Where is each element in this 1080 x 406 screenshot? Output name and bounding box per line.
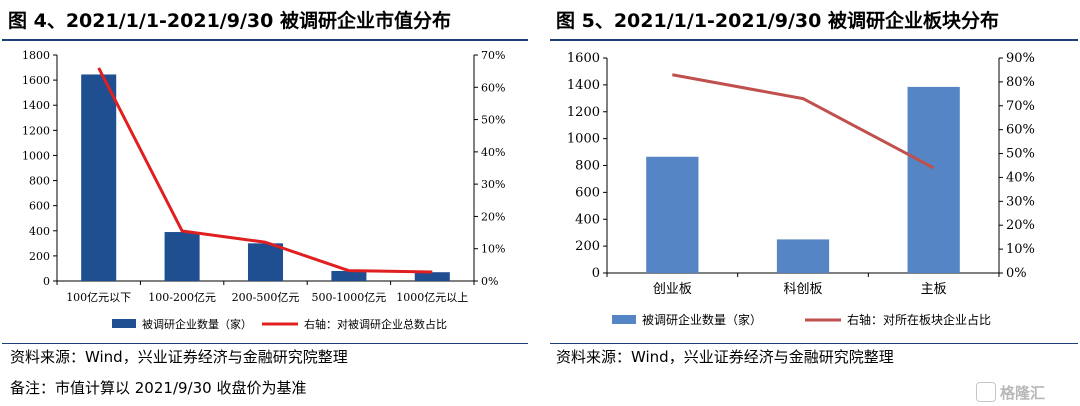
left-category-label: 100-200亿元 (148, 291, 216, 304)
right-right-tick-label: 90% (1006, 51, 1035, 66)
right-right-tick-label: 80% (1006, 75, 1035, 90)
left-left-tick-label: 0 (43, 275, 50, 288)
left-line-series (97, 67, 433, 274)
left-left-tick-label: 1600 (22, 74, 50, 87)
left-right-tick-label: 40% (481, 146, 505, 159)
left-legend-line-label: 右轴：对被调研企业总数占比 (304, 317, 447, 331)
right-figure-title: 图 5、2021/1/1-2021/9/30 被调研企业板块分布 (556, 10, 999, 32)
right-bottom-rule (550, 343, 1078, 344)
left-right-tick-label: 70% (481, 49, 505, 62)
right-left-tick-label: 0 (592, 266, 600, 281)
right-bar (776, 239, 830, 273)
right-title-rule (550, 39, 1078, 41)
left-note-text: 备注：市值计算以 2021/9/30 收盘价为基准 (10, 379, 307, 397)
left-left-tick-label: 1000 (22, 149, 50, 162)
right-right-tick-label: 40% (1006, 170, 1035, 185)
left-left-tick-label: 1400 (22, 99, 50, 112)
left-bottom-rule (2, 343, 528, 344)
left-category-label: 100亿元以下 (66, 291, 131, 304)
right-left-tick-label: 1600 (567, 51, 600, 66)
right-right-tick-label: 10% (1006, 242, 1035, 257)
right-left-tick-label: 1000 (567, 132, 600, 147)
left-right-tick-label: 0% (481, 275, 498, 288)
right-right-tick-label: 60% (1006, 123, 1035, 138)
left-bar (414, 272, 450, 281)
left-right-tick-label: 20% (481, 210, 505, 223)
left-legend-bar-label: 被调研企业数量（家） (142, 317, 252, 331)
right-legend-bar-label: 被调研企业数量（家） (642, 312, 762, 327)
right-source-text: 资料来源：Wind，兴业证券经济与金融研究院整理 (556, 348, 894, 366)
right-left-tick-label: 800 (575, 159, 600, 174)
left-right-tick-label: 10% (481, 243, 505, 256)
right-category-label: 科创板 (783, 282, 822, 297)
right-left-tick-label: 400 (575, 212, 600, 227)
left-legend-bar-swatch (112, 319, 136, 328)
left-left-tick-label: 200 (29, 250, 50, 263)
right-legend-line-label: 右轴：对所在板块企业占比 (847, 312, 991, 327)
left-bar (164, 232, 200, 281)
right-right-tick-label: 30% (1006, 194, 1035, 209)
right-right-tick-label: 70% (1006, 99, 1035, 114)
left-right-tick-label: 30% (481, 178, 505, 191)
left-right-tick-label: 50% (481, 114, 505, 127)
left-category-label: 1000亿元以上 (396, 291, 468, 304)
logo-box-icon (976, 382, 996, 402)
left-bar (247, 243, 284, 281)
left-category-label: 500-1000亿元 (312, 291, 387, 304)
left-figure-panel: 图 4、2021/1/1-2021/9/30 被调研企业市值分布 0 200 400… (0, 0, 530, 372)
left-left-tick-label: 1200 (22, 124, 50, 137)
left-source-text: 资料来源：Wind，兴业证券经济与金融研究院整理 (10, 348, 348, 366)
left-title-rule (2, 39, 528, 41)
left-figure-title: 图 4、2021/1/1-2021/9/30 被调研企业市值分布 (8, 10, 451, 32)
right-line-series (672, 73, 935, 170)
right-right-tick-label: 20% (1006, 218, 1035, 233)
right-bar (907, 86, 960, 273)
watermark-text: 格隆汇 (1000, 384, 1046, 402)
right-left-tick-label: 1400 (567, 78, 600, 93)
left-right-tick-label: 60% (481, 81, 505, 94)
right-left-tick-label: 200 (575, 239, 600, 254)
left-left-tick-label: 600 (29, 200, 50, 213)
right-figure-panel: 图 5、2021/1/1-2021/9/30 被调研企业板块分布 0 200 400… (548, 0, 1080, 372)
left-bar (331, 270, 367, 281)
left-chart: 0 200 400 600 800 1000 1200 1400 1600 1800 0% 10% 20… (22, 49, 505, 331)
right-bar (646, 156, 699, 273)
right-left-tick-label: 1200 (567, 105, 600, 120)
right-right-tick-label: 0% (1006, 266, 1027, 281)
left-bar (81, 74, 117, 281)
right-legend-bar-swatch (612, 315, 636, 324)
right-category-label: 主板 (921, 282, 947, 297)
right-category-label: 创业板 (653, 282, 692, 297)
right-left-tick-label: 600 (575, 185, 600, 200)
left-left-tick-label: 400 (29, 225, 50, 238)
right-right-tick-label: 50% (1006, 147, 1035, 162)
left-left-tick-label: 1800 (22, 49, 50, 62)
left-category-label: 200-500亿元 (232, 291, 300, 304)
right-chart: 0 200 400 600 800 1000 1200 1400 1600 0% 10% 20% 30%… (567, 51, 1035, 327)
left-left-tick-label: 800 (29, 175, 50, 188)
gelonghui-logo-icon: 格隆汇 (976, 380, 1074, 402)
